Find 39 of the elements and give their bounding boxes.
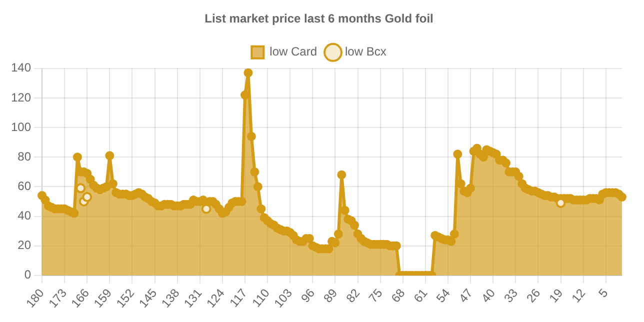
x-tick-label: 33 <box>501 286 521 306</box>
y-tick-label: 0 <box>24 268 32 282</box>
x-tick-label: 75 <box>366 286 386 306</box>
x-tick-label: 68 <box>388 286 408 306</box>
x-tick-label: 159 <box>90 286 115 310</box>
x-tick-label: 89 <box>320 286 340 306</box>
y-tick-label: 40 <box>18 208 32 223</box>
y-tick-label: 80 <box>18 149 32 164</box>
x-tick-label: 96 <box>298 286 318 306</box>
x-tick-label: 19 <box>546 286 566 306</box>
y-tick-label: 60 <box>18 179 32 193</box>
x-tick-label: 152 <box>113 286 138 310</box>
chart-title: List market price last 6 months Gold foil <box>204 12 434 26</box>
x-tick-label: 166 <box>68 286 92 310</box>
x-tick-label: 47 <box>456 286 476 306</box>
x-tick-label: 82 <box>343 286 363 306</box>
y-tick-label: 120 <box>10 90 32 104</box>
x-tick-label: 180 <box>23 286 48 310</box>
x-tick-label: 145 <box>136 286 160 310</box>
y-tick-label: 100 <box>10 120 32 134</box>
y-tick-label: 140 <box>10 60 32 75</box>
x-tick-label: 110 <box>249 286 273 310</box>
point <box>76 183 86 194</box>
x-tick-label: 54 <box>434 286 454 306</box>
x-tick-label: 173 <box>46 286 70 310</box>
x-tick-label: 40 <box>478 286 498 306</box>
x-tick-label: 103 <box>271 286 296 310</box>
x-tick-label: 12 <box>568 286 588 306</box>
x-tick-label: 124 <box>204 286 228 310</box>
x-tick-label: 138 <box>158 286 182 310</box>
point <box>82 192 92 202</box>
x-tick-label: 5 <box>596 286 611 300</box>
x-tick-label: 61 <box>410 286 430 306</box>
x-tick-label: 117 <box>226 286 250 310</box>
x-tick-label: 131 <box>181 286 205 310</box>
y-tick-label: 20 <box>18 238 32 252</box>
legend-label: low Bcx <box>345 44 386 59</box>
x-tick-label: 26 <box>524 286 544 306</box>
legend-label: low Card <box>270 44 318 59</box>
